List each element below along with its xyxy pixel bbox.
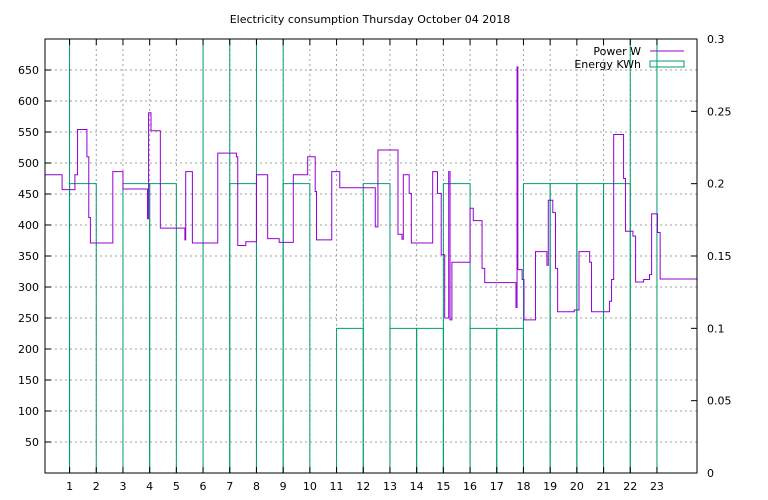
y2-tick-label: 0 (707, 467, 714, 480)
y-tick-label: 250 (18, 312, 39, 325)
energy-bar (122, 183, 151, 473)
energy-bar (603, 183, 631, 473)
y2-tick-label: 0.2 (707, 178, 725, 191)
legend-label-energy: Energy KWh (574, 58, 641, 71)
y2-tick-label: 0.15 (707, 250, 732, 263)
legend: Power W Energy KWh (574, 45, 685, 71)
energy-bar (416, 327, 444, 473)
x-tick-label: 17 (490, 480, 504, 493)
y-tick-label: 100 (18, 405, 39, 418)
y-tick-label: 450 (18, 188, 39, 201)
energy-bar (389, 327, 418, 473)
x-tick-label: 19 (543, 480, 557, 493)
grid (45, 39, 697, 473)
x-tick-label: 18 (516, 480, 530, 493)
energy-bar (629, 38, 658, 473)
y-tick-label: 400 (18, 219, 39, 232)
energy-bar (496, 327, 524, 473)
energy-bar (229, 183, 257, 473)
x-tick-label: 1 (66, 480, 73, 493)
x-tick-label: 14 (410, 480, 424, 493)
x-tick-label: 22 (623, 480, 637, 493)
chart-title: Electricity consumption Thursday October… (230, 13, 511, 26)
energy-bar (549, 183, 578, 473)
y-tick-label: 650 (18, 64, 39, 77)
power-series (45, 66, 697, 321)
y2-tick-label: 0.3 (707, 33, 725, 46)
energy-bar (576, 183, 605, 473)
y-tick-label: 500 (18, 157, 39, 170)
x-tick-label: 10 (303, 480, 317, 493)
power-line (45, 66, 697, 321)
y-tick-label: 150 (18, 374, 39, 387)
x-tick-label: 13 (383, 480, 397, 493)
x-tick-label: 6 (200, 480, 207, 493)
x-tick-label: 2 (93, 480, 100, 493)
y-tick-label: 350 (18, 250, 39, 263)
x-tick-label: 7 (226, 480, 233, 493)
x-tick-label: 21 (597, 480, 611, 493)
energy-bar (149, 183, 177, 473)
energy-bar (69, 183, 97, 473)
x-tick-label: 23 (650, 480, 664, 493)
energy-bar (522, 183, 551, 473)
legend-label-power: Power W (593, 45, 641, 58)
y-tick-label: 300 (18, 281, 39, 294)
energy-bar (469, 327, 498, 473)
x-tick-label: 5 (173, 480, 180, 493)
y2-tick-label: 0.1 (707, 322, 725, 335)
x-tick-label: 16 (463, 480, 477, 493)
x-tick-label: 3 (119, 480, 126, 493)
legend-swatch-energy (649, 60, 685, 68)
y-tick-label: 50 (25, 436, 39, 449)
x-tick-label: 20 (570, 480, 584, 493)
x-tick-label: 4 (146, 480, 153, 493)
x-tick-label: 8 (253, 480, 260, 493)
y-tick-label: 600 (18, 95, 39, 108)
energy-bar (336, 327, 364, 473)
x-tick-label: 9 (280, 480, 287, 493)
x-tick-label: 12 (356, 480, 370, 493)
energy-bar (442, 183, 471, 473)
y2-tick-label: 0.25 (707, 105, 732, 118)
y-tick-label: 200 (18, 343, 39, 356)
y2-tick-label: 0.05 (707, 395, 732, 408)
x-tick-label: 15 (436, 480, 450, 493)
x-tick-label: 11 (330, 480, 344, 493)
y-tick-label: 550 (18, 126, 39, 139)
energy-bar (282, 183, 311, 473)
